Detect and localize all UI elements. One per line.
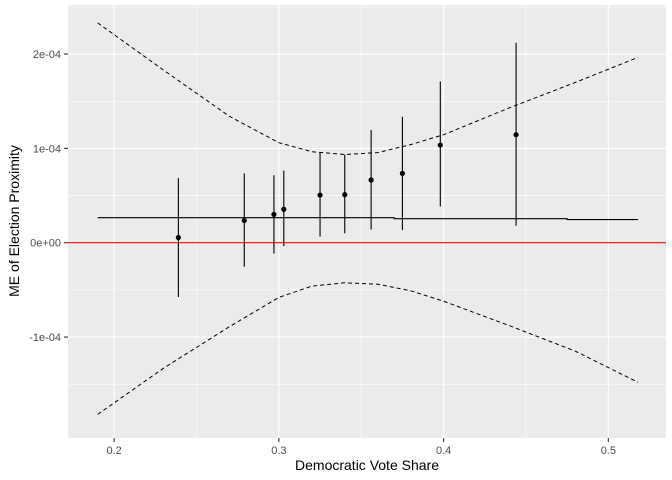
y-tick-label: -1e-04 xyxy=(29,332,61,344)
data-point xyxy=(399,170,406,176)
x-axis: 0.2 0.3 0.4 0.5 xyxy=(106,438,616,457)
y-tick-label: 1e-04 xyxy=(33,143,61,155)
grid-minor xyxy=(68,5,666,438)
confidence-bands xyxy=(97,22,639,415)
x-tick-label: 0.2 xyxy=(106,445,121,457)
data-point xyxy=(271,211,277,218)
data-point xyxy=(241,217,247,224)
y-axis-title: ME of Election Proximity xyxy=(6,145,22,297)
upper-band-line xyxy=(97,22,639,156)
data-point xyxy=(317,192,323,198)
x-tick-label: 0.3 xyxy=(271,445,286,457)
data-points xyxy=(175,132,519,241)
data-point xyxy=(175,234,181,241)
x-axis-title: Democratic Vote Share xyxy=(295,457,439,473)
data-point xyxy=(368,177,374,183)
plot-panel xyxy=(68,5,666,438)
y-tick-label: 2e-04 xyxy=(33,49,61,61)
y-axis: -1e-04 0e+00 1e-04 2e-04 xyxy=(29,49,68,344)
data-point xyxy=(281,206,287,212)
y-tick-label: 0e+00 xyxy=(30,238,61,250)
x-tick-label: 0.5 xyxy=(601,445,616,457)
data-point xyxy=(513,132,519,138)
data-point xyxy=(342,192,348,198)
x-tick-label: 0.4 xyxy=(436,445,451,457)
data-point xyxy=(437,142,443,148)
